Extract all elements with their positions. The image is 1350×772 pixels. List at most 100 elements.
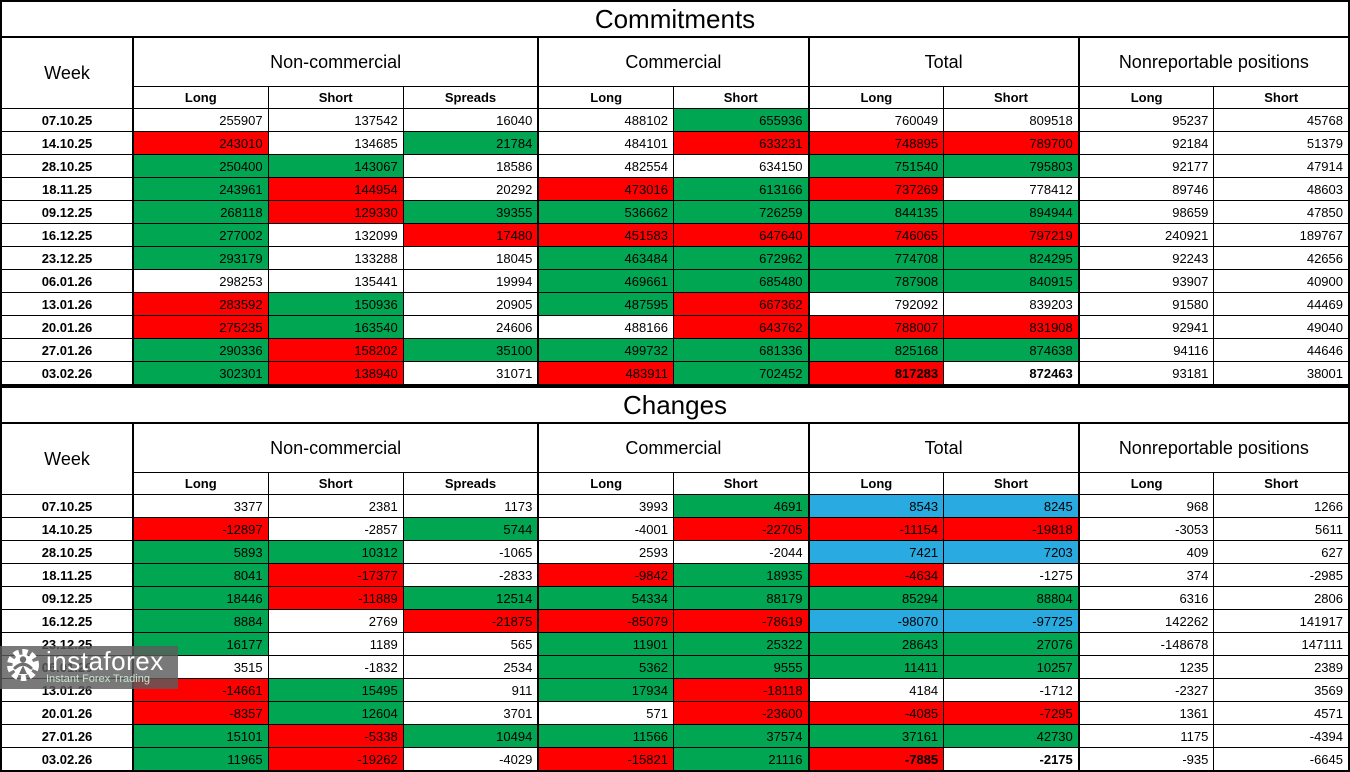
value-cell: 11411 xyxy=(807,655,945,679)
week-header: Week xyxy=(0,422,134,495)
week-cell: 23.12.25 xyxy=(0,246,134,270)
value-cell: 487595 xyxy=(537,292,674,316)
value-cell: 47914 xyxy=(1213,154,1350,178)
value-cell: 302301 xyxy=(131,361,269,386)
table-row: 03.02.26 11965 -19262 -4029 -15821 21116 -7885… xyxy=(0,747,1350,772)
value-cell: 47850 xyxy=(1213,200,1350,224)
value-cell: 840915 xyxy=(943,269,1080,293)
table-row: 18.11.25 8041 -17377 -2833 -9842 18935 -4634 -1… xyxy=(0,563,1350,587)
table-row: 20.01.26 -8357 12604 3701 571 -23600 -4085 -729… xyxy=(0,701,1350,725)
week-cell: 03.02.26 xyxy=(0,361,134,386)
value-cell: 18045 xyxy=(402,246,539,270)
value-cell: 565 xyxy=(402,632,539,656)
watermark-brand: instaforex xyxy=(46,645,164,676)
col-header-total-long: Long xyxy=(807,472,945,495)
value-cell: 18586 xyxy=(402,154,539,178)
value-cell: 35100 xyxy=(402,338,539,362)
value-cell: 268118 xyxy=(131,200,269,224)
table-row: 27.01.26 290336 158202 35100 499732 681336 825… xyxy=(0,338,1350,362)
value-cell: 3701 xyxy=(402,701,539,725)
value-cell: 647640 xyxy=(672,223,810,247)
value-cell: 189767 xyxy=(1213,223,1350,247)
value-cell: 1189 xyxy=(267,632,404,656)
group-header-total: Total xyxy=(807,36,1080,87)
value-cell: 499732 xyxy=(537,338,674,362)
value-cell: 141917 xyxy=(1213,609,1350,633)
value-cell: 91580 xyxy=(1077,292,1215,316)
table-row: 09.12.25 18446 -11889 12514 54334 88179 85294 8… xyxy=(0,586,1350,610)
value-cell: 39355 xyxy=(402,200,539,224)
value-cell: -15821 xyxy=(537,747,674,772)
value-cell: -11154 xyxy=(807,517,945,541)
value-cell: 11901 xyxy=(537,632,674,656)
value-cell: 374 xyxy=(1077,563,1215,587)
value-cell: 275235 xyxy=(131,315,269,339)
value-cell: 809518 xyxy=(943,108,1080,132)
table-row: 16.12.25 277002 132099 17480 451583 647640 746… xyxy=(0,223,1350,247)
table-title: Changes xyxy=(0,386,1350,424)
value-cell: -148678 xyxy=(1077,632,1215,656)
value-cell: 1173 xyxy=(402,494,539,518)
value-cell: 38001 xyxy=(1213,361,1350,386)
value-cell: -2985 xyxy=(1213,563,1350,587)
value-cell: 20905 xyxy=(402,292,539,316)
value-cell: 11566 xyxy=(537,724,674,748)
value-cell: 17480 xyxy=(402,223,539,247)
table-row: 09.12.25 268118 129330 39355 536662 726259 844… xyxy=(0,200,1350,224)
value-cell: 8245 xyxy=(943,494,1080,518)
group-header-commercial: Commercial xyxy=(537,422,810,473)
group-header-nonreportable: Nonreportable positions xyxy=(1077,36,1350,87)
value-cell: 19994 xyxy=(402,269,539,293)
value-cell: 95237 xyxy=(1077,108,1215,132)
value-cell: 1175 xyxy=(1077,724,1215,748)
value-cell: 2389 xyxy=(1213,655,1350,679)
value-cell: 277002 xyxy=(131,223,269,247)
table-row: 18.11.25 243961 144954 20292 473016 613166 737… xyxy=(0,177,1350,201)
value-cell: 150936 xyxy=(267,292,404,316)
value-cell: 21116 xyxy=(672,747,810,772)
value-cell: 20292 xyxy=(402,177,539,201)
value-cell: 129330 xyxy=(267,200,404,224)
value-cell: 92177 xyxy=(1077,154,1215,178)
table-title: Commitments xyxy=(0,0,1350,38)
value-cell: 633231 xyxy=(672,131,810,155)
week-cell: 20.01.26 xyxy=(0,701,134,725)
week-cell: 16.12.25 xyxy=(0,223,134,247)
value-cell: 16040 xyxy=(402,108,539,132)
table-row: 23.12.25 16177 1189 565 11901 25322 28643 27076… xyxy=(0,632,1350,656)
col-header-nr-short: Short xyxy=(1213,86,1350,109)
changes-rows: 07.10.25 3377 2381 1173 3993 4691 8543 8245 968 1… xyxy=(0,494,1350,772)
value-cell: 134685 xyxy=(267,131,404,155)
value-cell: 144954 xyxy=(267,177,404,201)
value-cell: -78619 xyxy=(672,609,810,633)
value-cell: 484101 xyxy=(537,131,674,155)
value-cell: 726259 xyxy=(672,200,810,224)
value-cell: -1712 xyxy=(943,678,1080,702)
value-cell: -3053 xyxy=(1077,517,1215,541)
col-header-comm-long: Long xyxy=(537,472,674,495)
value-cell: 488166 xyxy=(537,315,674,339)
value-cell: 243010 xyxy=(131,131,269,155)
table-row: 28.10.25 250400 143067 18586 482554 634150 751… xyxy=(0,154,1350,178)
table-row: 28.10.25 5893 10312 -1065 2593 -2044 7421 7203 4… xyxy=(0,540,1350,564)
value-cell: 2593 xyxy=(537,540,674,564)
col-header-total-short: Short xyxy=(943,472,1080,495)
group-header-row: Week Non-commercial Commercial Total Non… xyxy=(0,36,1350,109)
value-cell: 255907 xyxy=(131,108,269,132)
value-cell: 37161 xyxy=(807,724,945,748)
value-cell: 49040 xyxy=(1213,315,1350,339)
value-cell: 4691 xyxy=(672,494,810,518)
value-cell: 10312 xyxy=(267,540,404,564)
commitments-table: Commitments Week Non-commercial Commerci… xyxy=(0,0,1350,386)
value-cell: -1832 xyxy=(267,655,404,679)
value-cell: 37574 xyxy=(672,724,810,748)
commitments-rows: 07.10.25 255907 137542 16040 488102 655936 760… xyxy=(0,108,1350,386)
value-cell: 15495 xyxy=(267,678,404,702)
value-cell: -1065 xyxy=(402,540,539,564)
value-cell: 250400 xyxy=(131,154,269,178)
value-cell: 5893 xyxy=(131,540,269,564)
value-cell: 2534 xyxy=(402,655,539,679)
value-cell: 45768 xyxy=(1213,108,1350,132)
value-cell: 844135 xyxy=(807,200,945,224)
week-cell: 09.12.25 xyxy=(0,586,134,610)
